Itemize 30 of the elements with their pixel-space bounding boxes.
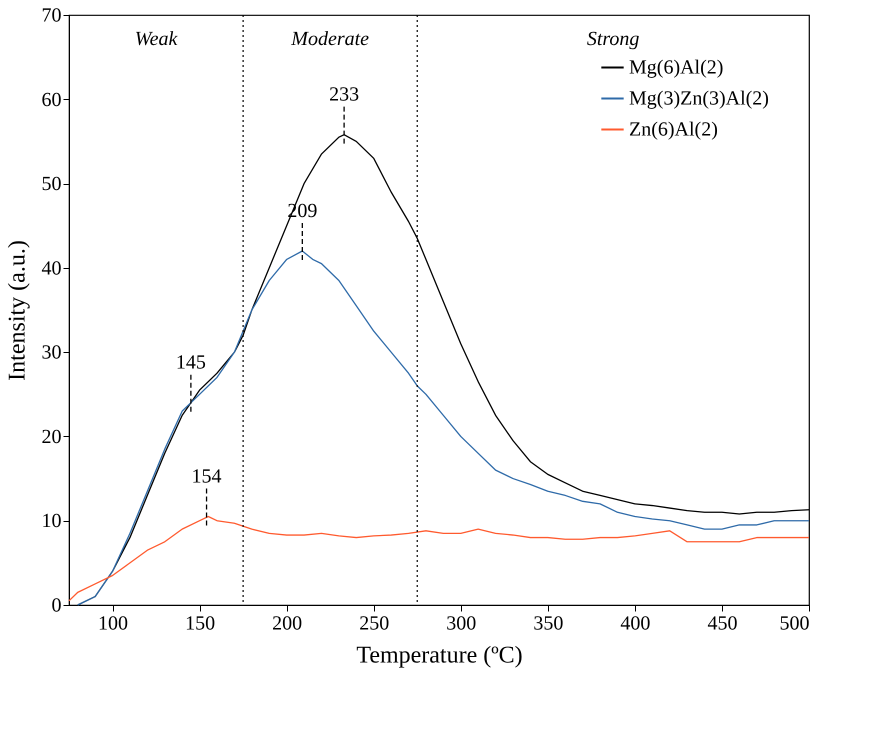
legend-label: Zn(6)Al(2) <box>629 118 718 140</box>
x-axis-title: Temperature (ºC) <box>356 642 523 668</box>
y-tick-label: 50 <box>42 173 62 196</box>
x-tick-label: 450 <box>707 612 738 634</box>
legend-label: Mg(3)Zn(3)Al(2) <box>629 88 769 110</box>
annotation: Strong <box>586 28 640 50</box>
x-tick-label: 350 <box>533 612 564 634</box>
y-tick-label: 20 <box>42 426 62 448</box>
y-tick-label: 40 <box>42 257 62 280</box>
x-tick-label: 250 <box>359 612 390 634</box>
y-tick-label: 30 <box>42 342 62 364</box>
x-tick-label: 400 <box>620 612 650 634</box>
x-tick-label: 150 <box>185 612 216 634</box>
y-tick-label: 70 <box>42 4 62 26</box>
y-tick-label: 60 <box>42 88 62 111</box>
annotation: Weak <box>134 28 178 50</box>
annotation: Moderate <box>290 28 370 50</box>
x-tick-label: 100 <box>98 612 128 634</box>
x-tick-label: 300 <box>446 612 476 634</box>
annotation: 145 <box>176 352 206 374</box>
x-tick-label: 500 <box>780 612 810 634</box>
y-tick-label: 10 <box>42 510 62 532</box>
line-series <box>68 516 810 602</box>
annotation: 233 <box>329 84 360 106</box>
legend-label: Mg(6)Al(2) <box>629 56 724 78</box>
line-series <box>77 250 810 606</box>
annotation: 154 <box>192 466 222 488</box>
y-axis-title: Intensity (a.u.) <box>4 240 30 381</box>
y-tick-label: 0 <box>52 594 62 616</box>
x-tick-label: 200 <box>272 612 302 634</box>
